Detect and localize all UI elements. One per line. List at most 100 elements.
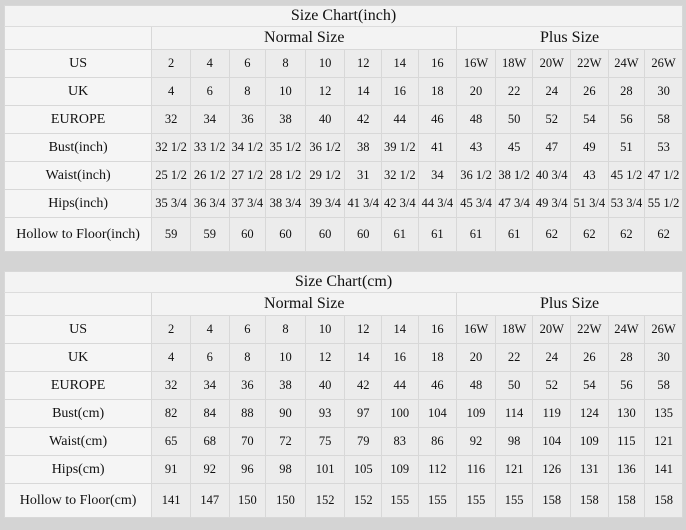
table-cell: 26W — [644, 49, 683, 78]
table-cell: 50 — [494, 371, 534, 400]
table-cell: 155 — [456, 483, 496, 518]
table-cell: 135 — [644, 399, 683, 428]
table-cell: 54 — [570, 371, 609, 400]
table-cell: 50 — [494, 105, 534, 134]
table-cell: 61 — [381, 217, 419, 252]
row-label: Waist(cm) — [3, 427, 153, 456]
table-cell: 83 — [381, 427, 419, 456]
table-cell: 18W — [494, 315, 534, 344]
table-cell: 42 3/4 — [381, 189, 419, 218]
table-cell: 38 1/2 — [494, 161, 534, 190]
row-label: Hollow to Floor(inch) — [3, 217, 153, 252]
table-cell: 116 — [456, 455, 496, 484]
table-cell: 35 3/4 — [151, 189, 191, 218]
table-row: Bust(cm) 82 84 88 90 93 97 100 104 109 114 119 124 13… — [3, 399, 683, 428]
table-cell: 8 — [228, 77, 267, 106]
table-cell: 48 — [456, 371, 496, 400]
table-cell: 8 — [265, 49, 306, 78]
table-cell: 12 — [344, 49, 383, 78]
table-cell: 38 — [265, 371, 306, 400]
row-label: Hips(cm) — [3, 455, 153, 484]
table-cell: 20W — [532, 315, 572, 344]
table-cell: 136 — [607, 455, 646, 484]
table-cell: 51 — [607, 133, 646, 162]
table-cell: 2 — [151, 315, 191, 344]
table-cell: 158 — [644, 483, 683, 518]
table-cell: 53 — [644, 133, 683, 162]
table-cell: 16W — [456, 315, 496, 344]
table-cell: 2 — [151, 49, 191, 78]
table-cell: 26 1/2 — [189, 161, 230, 190]
table-cell: 48 — [456, 105, 496, 134]
table-cell: 16 — [417, 49, 458, 78]
table-cell: 36 1/2 — [456, 161, 496, 190]
table-cell: 14 — [381, 315, 419, 344]
table-cell: 126 — [532, 455, 572, 484]
table-cell: 20 — [456, 77, 496, 106]
table-cell: 43 — [570, 161, 609, 190]
table-cell: 6 — [228, 315, 267, 344]
table-cell: 30 — [644, 77, 683, 106]
table-cell: 55 1/2 — [644, 189, 683, 218]
table-cell: 150 — [228, 483, 267, 518]
table-cell: 34 — [189, 105, 230, 134]
table-cell: 32 1/2 — [151, 133, 191, 162]
table-cell: 155 — [417, 483, 458, 518]
table-cell: 49 — [570, 133, 609, 162]
table-cell: 98 — [265, 455, 306, 484]
table-cell: 12 — [304, 343, 346, 372]
table-cell: 147 — [189, 483, 230, 518]
table-cell: 100 — [381, 399, 419, 428]
table-cell: 16W — [456, 49, 496, 78]
table-cell: 60 — [265, 217, 306, 252]
table-cell: 33 1/2 — [189, 133, 230, 162]
table-cell: 34 — [189, 371, 230, 400]
table-cell: 92 — [456, 427, 496, 456]
table-cell: 54 — [570, 105, 609, 134]
table-cell: 109 — [456, 399, 496, 428]
table-row: Hollow to Floor(inch) 59 59 60 60 60 60 61 61 61 6… — [3, 217, 683, 252]
table-cell: 39 3/4 — [304, 189, 346, 218]
table-cell: 14 — [381, 49, 419, 78]
table-cell: 53 3/4 — [607, 189, 646, 218]
table-cell: 34 1/2 — [228, 133, 267, 162]
table-cell: 79 — [344, 427, 383, 456]
table-cell: 44 — [381, 105, 419, 134]
table-cell: 121 — [644, 427, 683, 456]
table-cell: 97 — [344, 399, 383, 428]
chart-title: Size Chart(cm) — [4, 271, 683, 293]
table-cell: 61 — [494, 217, 534, 252]
table-cell: 14 — [344, 343, 383, 372]
table-cell: 29 1/2 — [304, 161, 346, 190]
table-cell: 152 — [344, 483, 383, 518]
table-cell: 36 1/2 — [304, 133, 346, 162]
table-row: US 2 4 6 8 10 12 14 16 16W 18W 20W 22W 24W 26W — [3, 315, 683, 344]
table-cell: 152 — [304, 483, 346, 518]
table-cell: 115 — [607, 427, 646, 456]
row-label: UK — [3, 77, 153, 106]
table-row: Hips(cm) 91 92 96 98 101 105 109 112 116 121 126 131… — [3, 455, 683, 484]
table-cell: 26 — [570, 343, 609, 372]
table-cell: 75 — [304, 427, 346, 456]
table-cell: 22 — [494, 77, 534, 106]
row-label: UK — [3, 343, 153, 372]
table-cell: 28 — [607, 77, 646, 106]
row-label: Hips(inch) — [3, 189, 153, 218]
table-cell: 34 — [417, 161, 458, 190]
table-cell: 28 1/2 — [265, 161, 306, 190]
table-cell: 59 — [151, 217, 191, 252]
table-cell: 84 — [189, 399, 230, 428]
table-cell: 26 — [570, 77, 609, 106]
table-cell: 124 — [570, 399, 609, 428]
table-cell: 62 — [570, 217, 609, 252]
group-plus-size: Plus Size — [456, 292, 683, 316]
table-cell: 42 — [344, 105, 383, 134]
table-cell: 52 — [532, 105, 572, 134]
table-cell: 60 — [344, 217, 383, 252]
table-cell: 39 1/2 — [381, 133, 419, 162]
table-cell: 155 — [494, 483, 534, 518]
table-cell: 90 — [265, 399, 306, 428]
table-cell: 46 — [417, 105, 458, 134]
table-cell: 18 — [417, 343, 458, 372]
row-label: Waist(inch) — [3, 161, 153, 190]
